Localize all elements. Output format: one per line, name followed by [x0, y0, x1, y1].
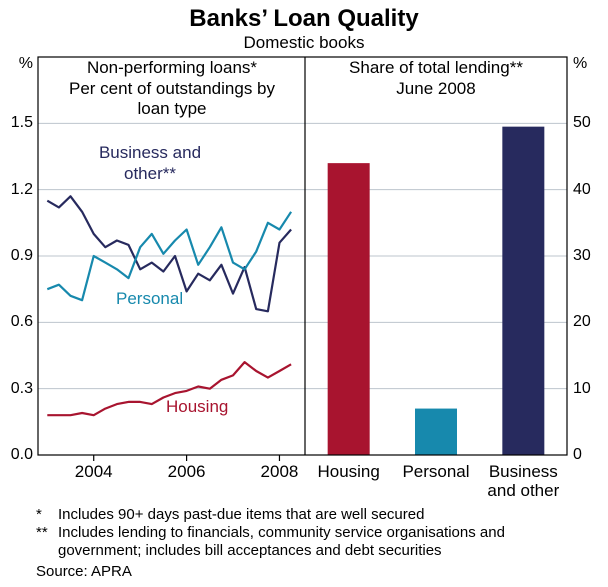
line-housing [47, 361, 292, 417]
left-y-tick-label: 1.5 [10, 114, 33, 132]
bar-category-label: Housing [317, 462, 380, 481]
right-y-tick-label: 30 [573, 247, 591, 264]
right-panel-title: Share of total lending** [349, 58, 523, 77]
left-y-tick-label: 0.6 [10, 313, 33, 331]
footnote: * Includes 90+ days past-due items that … [36, 506, 558, 524]
line-business-and-other [46, 195, 292, 313]
right-y-tick-label: 50 [573, 114, 591, 132]
series-label-personal: Personal [116, 289, 184, 308]
series-label-housing: Housing [166, 397, 229, 416]
footnotes: * Includes 90+ days past-due items that … [36, 506, 558, 581]
right-axis-unit-label: % [573, 55, 588, 72]
series-label-business-and-other: Business and other** [98, 143, 202, 183]
footnote: ** Includes lending to financials, commu… [36, 524, 558, 560]
left-panel-subtitle: Per cent of outstandings by loan type [68, 79, 276, 118]
right-panel-subtitle: June 2008 [396, 79, 476, 98]
bar-category-label: Personal [402, 462, 470, 481]
right-y-tick-label: 40 [573, 180, 591, 198]
left-y-tick-label: 1.2 [10, 180, 33, 198]
bar-category-label: Business and other [487, 462, 560, 500]
bar-business-and-other [502, 126, 545, 456]
left-panel-title: Non-performing loans* [86, 58, 258, 77]
line-personal [46, 211, 293, 302]
right-y-tick-label: 20 [573, 313, 591, 331]
right-y-tick-label: 10 [573, 379, 591, 397]
bar-personal [415, 408, 457, 455]
left-y-tick-label: 0.9 [10, 247, 33, 264]
page-title: Banks’ Loan Quality [189, 5, 419, 32]
plot-frame [37, 56, 568, 456]
x-axis-year-label: 2006 [167, 462, 206, 481]
footnote-marker: ** [36, 524, 48, 541]
right-y-tick-label: 0 [573, 446, 582, 463]
bar-housing [327, 163, 370, 455]
x-axis-year-label: 2004 [74, 462, 113, 481]
x-axis-year-label: 2008 [260, 462, 299, 481]
left-y-tick-label: 0.0 [10, 446, 33, 463]
source-note: Source: APRA [36, 563, 132, 580]
footnote-text: Includes 90+ days past-due items that ar… [58, 506, 425, 523]
page-subtitle: Domestic books [243, 33, 365, 52]
left-axis-unit-label: % [18, 55, 33, 72]
left-y-tick-label: 0.3 [10, 379, 33, 397]
footnote-marker: * [36, 506, 42, 523]
footnote-text: Includes lending to financials, communit… [58, 524, 505, 559]
